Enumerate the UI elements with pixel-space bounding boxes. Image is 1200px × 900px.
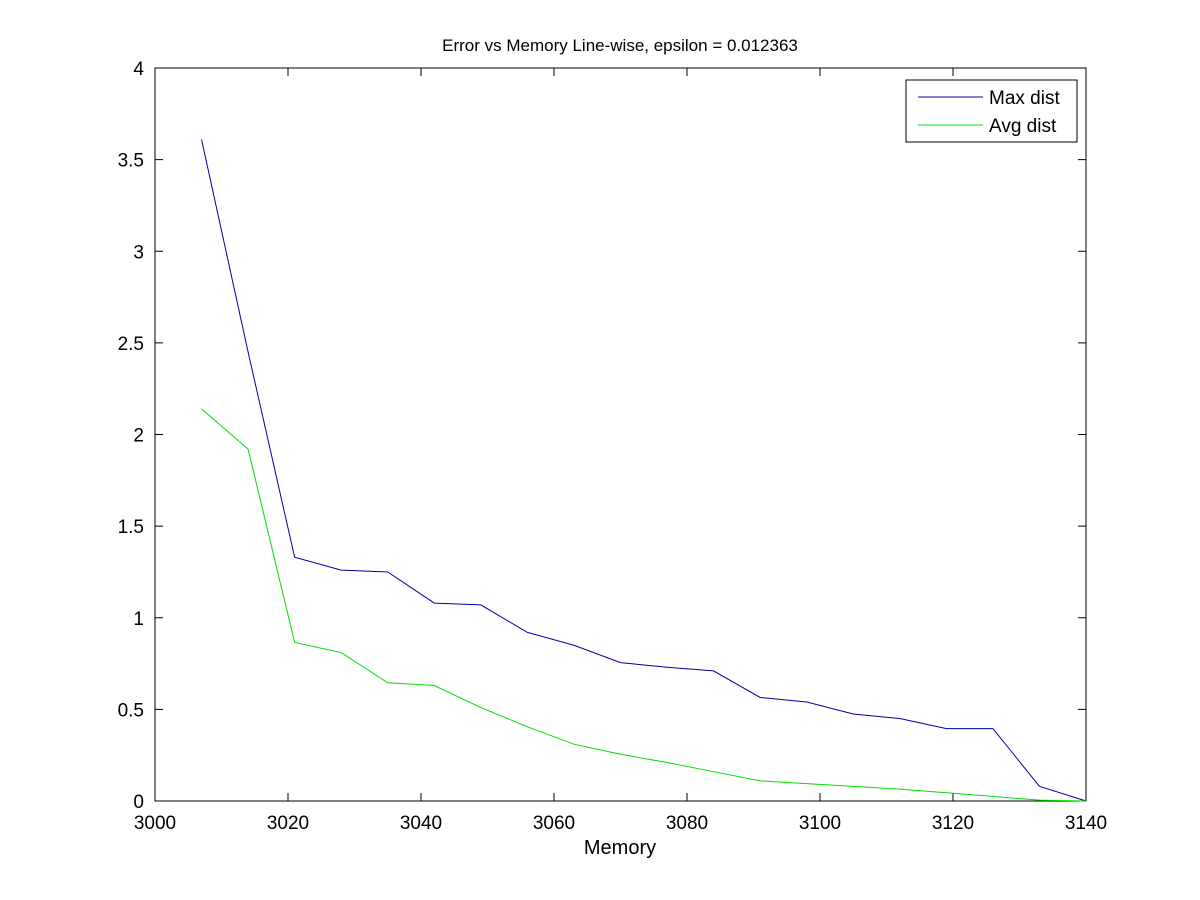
x-tick-label: 3060 [533,813,575,834]
y-tick-label: 1 [133,609,144,630]
y-tick-label: 3 [133,242,144,263]
y-tick-label: 0 [133,792,144,813]
y-tick-label: 2 [133,426,144,447]
x-tick-label: 3000 [134,813,176,834]
y-tick-label: 3.5 [118,151,144,172]
legend: Max dist Avg dist [905,79,1078,143]
x-tick-label: 3100 [799,813,841,834]
x-tick-label: 3140 [1065,813,1107,834]
legend-box [905,79,1078,143]
y-tick-label: 1.5 [118,517,144,538]
y-tick-label: 0.5 [118,700,144,721]
x-axis-label: Memory [584,837,656,859]
chart-title: Error vs Memory Line-wise, epsilon = 0.0… [442,36,798,55]
series-line-avg-dist [201,408,1087,802]
x-tick-label: 3120 [932,813,974,834]
x-tick-label: 3040 [400,813,442,834]
ticks-layer: 3000 3020 3040 3060 3080 3100 3120 3140 0 0.5 1 1.5… [118,59,1108,834]
y-tick-label: 4 [133,59,144,80]
y-tick-label: 2.5 [118,334,144,355]
series-line-max-dist [201,139,1087,802]
legend-label-max-dist: Max dist [989,88,1060,109]
plot-frame [154,67,1087,802]
series-layer [201,139,1087,802]
x-tick-label: 3080 [666,813,708,834]
x-tick-label: 3020 [267,813,309,834]
legend-label-avg-dist: Avg dist [989,116,1057,137]
